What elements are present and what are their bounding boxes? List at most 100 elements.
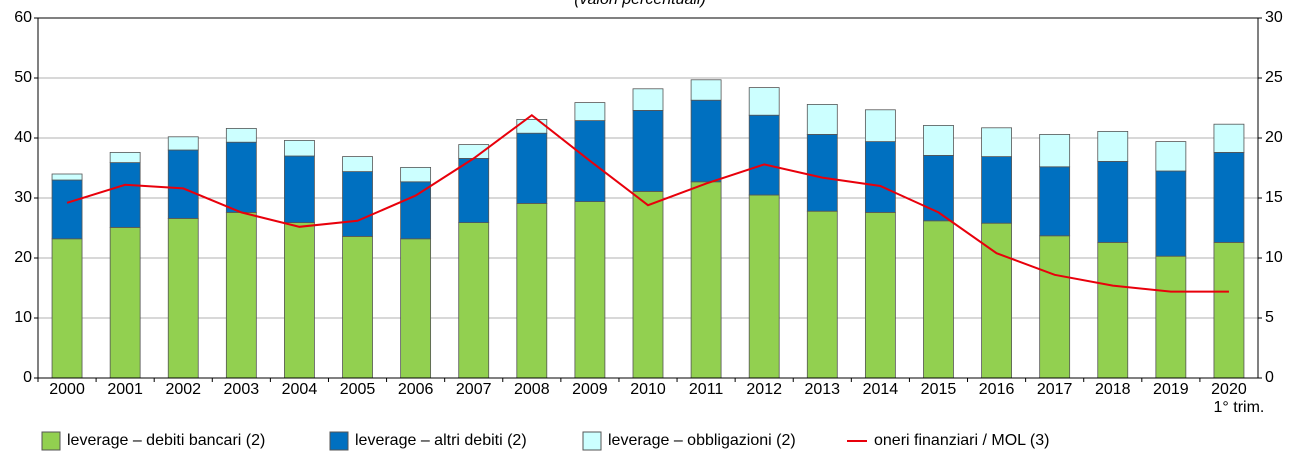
x-tick-label: 2001 [107, 381, 143, 398]
bar-segment [1155, 141, 1187, 172]
bar-segment [167, 136, 199, 151]
bar-segment [1039, 235, 1071, 379]
x-tick-label: 2018 [1095, 381, 1131, 398]
legend-swatch [41, 431, 61, 451]
bar-segment [574, 102, 606, 121]
bar-segment [806, 210, 838, 379]
x-tick-label: 2002 [165, 381, 201, 398]
bar-segment [225, 127, 257, 143]
bar-segment [516, 119, 548, 134]
x-tick-label: 2008 [514, 381, 550, 398]
bar-segment [51, 179, 83, 240]
x-tick-label: 2013 [804, 381, 840, 398]
x-tick-label: 2015 [921, 381, 957, 398]
bar-segment [748, 114, 780, 196]
bar-segment [690, 99, 722, 183]
bar-segment [690, 79, 722, 101]
bar-segment [632, 190, 664, 379]
annotation: 1° trim. [1214, 399, 1265, 416]
x-tick-label: 2007 [456, 381, 492, 398]
bar-segment [400, 166, 432, 183]
y2-tick-label: 15 [1265, 189, 1283, 206]
bar-segment [1097, 241, 1129, 379]
x-tick-label: 2010 [630, 381, 666, 398]
bar-segment [51, 173, 83, 181]
x-tick-label: 2000 [49, 381, 85, 398]
bar-segment [225, 211, 257, 379]
bar-segment [109, 226, 141, 379]
bar-segment [167, 149, 199, 219]
bar-segment [923, 125, 954, 156]
legend-label: leverage – debiti bancari (2) [67, 432, 265, 449]
bar-segment [632, 88, 664, 111]
x-tick-label: 2019 [1153, 381, 1189, 398]
bar-segment [574, 201, 606, 379]
x-tick-label: 2004 [282, 381, 318, 398]
y2-tick-label: 30 [1265, 9, 1283, 26]
bar-segment [284, 222, 315, 379]
legend-label: leverage – obbligazioni (2) [608, 432, 796, 449]
bar-segment [981, 156, 1012, 224]
bar-segment [1155, 170, 1187, 257]
x-tick-label: 2017 [1037, 381, 1073, 398]
x-tick-label: 2011 [689, 381, 724, 398]
bar-segment [806, 104, 838, 135]
x-tick-label: 2003 [224, 381, 260, 398]
legend-label: leverage – altri debiti (2) [355, 432, 527, 449]
y-tick-label: 30 [14, 189, 32, 206]
y-tick-label: 40 [14, 129, 32, 146]
y-tick-label: 10 [14, 309, 32, 326]
bar-segment [748, 87, 780, 116]
bar-segment [923, 154, 954, 222]
bar-segment [1213, 151, 1245, 243]
x-tick-label: 2009 [572, 381, 608, 398]
bar-segment [458, 157, 490, 223]
bar-segment [1039, 166, 1071, 237]
x-tick-label: 2020 [1211, 381, 1247, 398]
bar-segment [1213, 241, 1245, 379]
chart-subtitle: (valori percentuali) [574, 0, 706, 8]
bar-segment [516, 202, 548, 379]
bar-segment [1039, 133, 1071, 168]
bar-segment [284, 155, 315, 223]
x-tick-label: 2005 [340, 381, 376, 398]
y2-tick-label: 20 [1265, 129, 1283, 146]
bar-segment [400, 181, 432, 240]
y2-tick-label: 10 [1265, 249, 1283, 266]
x-tick-label: 2012 [746, 381, 782, 398]
bar-segment [923, 220, 954, 379]
legend-label: oneri finanziari / MOL (3) [874, 432, 1049, 449]
bar-segment [806, 133, 838, 212]
bar-segment [342, 156, 373, 173]
bar-segment [284, 139, 315, 157]
plot-frame [37, 17, 1259, 379]
bar-segment [1213, 123, 1245, 153]
bar-segment [864, 109, 896, 143]
x-tick-label: 2006 [398, 381, 434, 398]
y-tick-label: 50 [14, 69, 32, 86]
line-series [66, 113, 1229, 293]
bar-segment [400, 238, 432, 379]
x-tick-label: 2016 [979, 381, 1015, 398]
bar-segment [1097, 130, 1129, 162]
bar-segment [342, 171, 373, 237]
legend-swatch [329, 431, 349, 451]
y-tick-label: 20 [14, 249, 32, 266]
bar-segment [458, 222, 490, 379]
y-tick-label: 60 [14, 9, 32, 26]
bar-segment [981, 222, 1012, 379]
bar-segment [981, 127, 1012, 158]
bar-segment [864, 211, 896, 379]
bar-segment [109, 162, 141, 228]
bar-segment [864, 141, 896, 213]
bar-segment [225, 141, 257, 213]
bar-segment [632, 110, 664, 192]
y2-tick-label: 5 [1265, 309, 1274, 326]
bar-segment [1097, 160, 1129, 243]
bar-segment [51, 238, 83, 379]
legend-swatch [582, 431, 602, 451]
y2-tick-label: 0 [1265, 369, 1274, 386]
x-tick-label: 2014 [863, 381, 899, 398]
y-tick-label: 0 [23, 369, 32, 386]
